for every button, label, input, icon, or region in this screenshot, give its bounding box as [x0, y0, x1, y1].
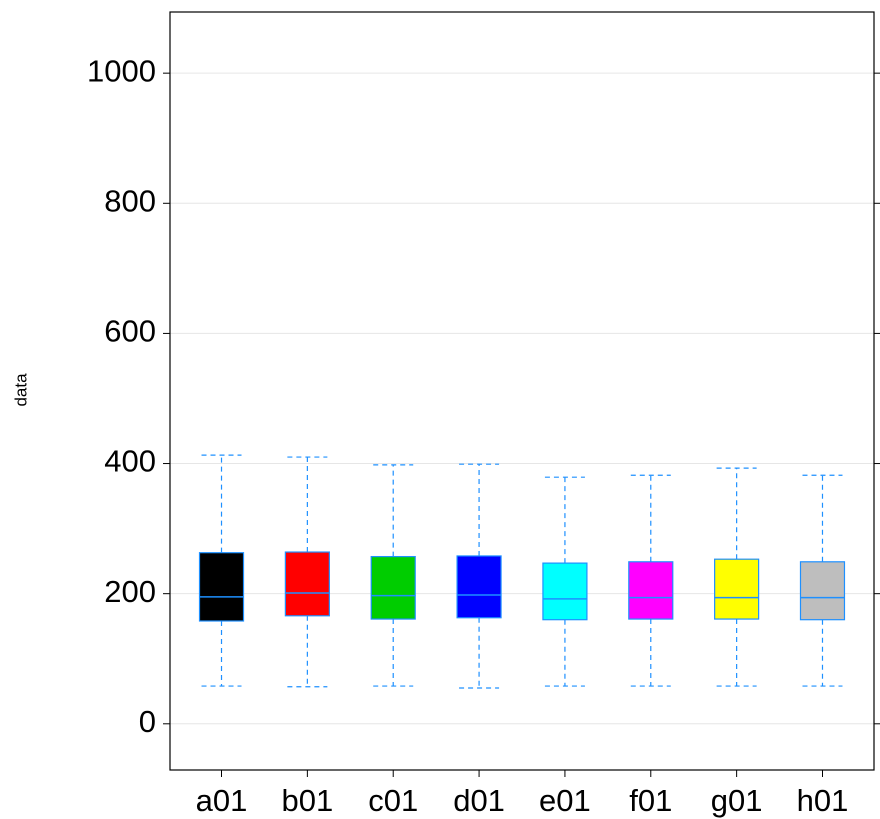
box	[370, 555, 416, 620]
box	[542, 562, 588, 621]
x-tick-label: h01	[797, 783, 849, 818]
y-tick-label: 1000	[87, 53, 156, 88]
x-tick-label: a01	[196, 783, 248, 818]
y-tick-label: 400	[104, 444, 156, 479]
y-tick-label: 800	[104, 183, 156, 218]
y-tick-label: 600	[104, 314, 156, 349]
x-tick-label: c01	[368, 783, 418, 818]
y-tick-label: 0	[139, 704, 156, 739]
x-tick-label: e01	[539, 783, 591, 818]
x-tick-label: f01	[629, 783, 672, 818]
x-tick-label: g01	[711, 783, 763, 818]
x-tick-label: d01	[453, 783, 505, 818]
plot-frame	[169, 11, 875, 771]
y-axis-label: data	[11, 373, 30, 407]
box	[456, 555, 502, 619]
box	[284, 551, 330, 617]
x-tick-label: b01	[281, 783, 333, 818]
box	[198, 552, 245, 622]
box	[714, 558, 760, 620]
y-tick-label: 200	[104, 574, 156, 609]
box	[628, 561, 674, 620]
box	[799, 561, 846, 621]
